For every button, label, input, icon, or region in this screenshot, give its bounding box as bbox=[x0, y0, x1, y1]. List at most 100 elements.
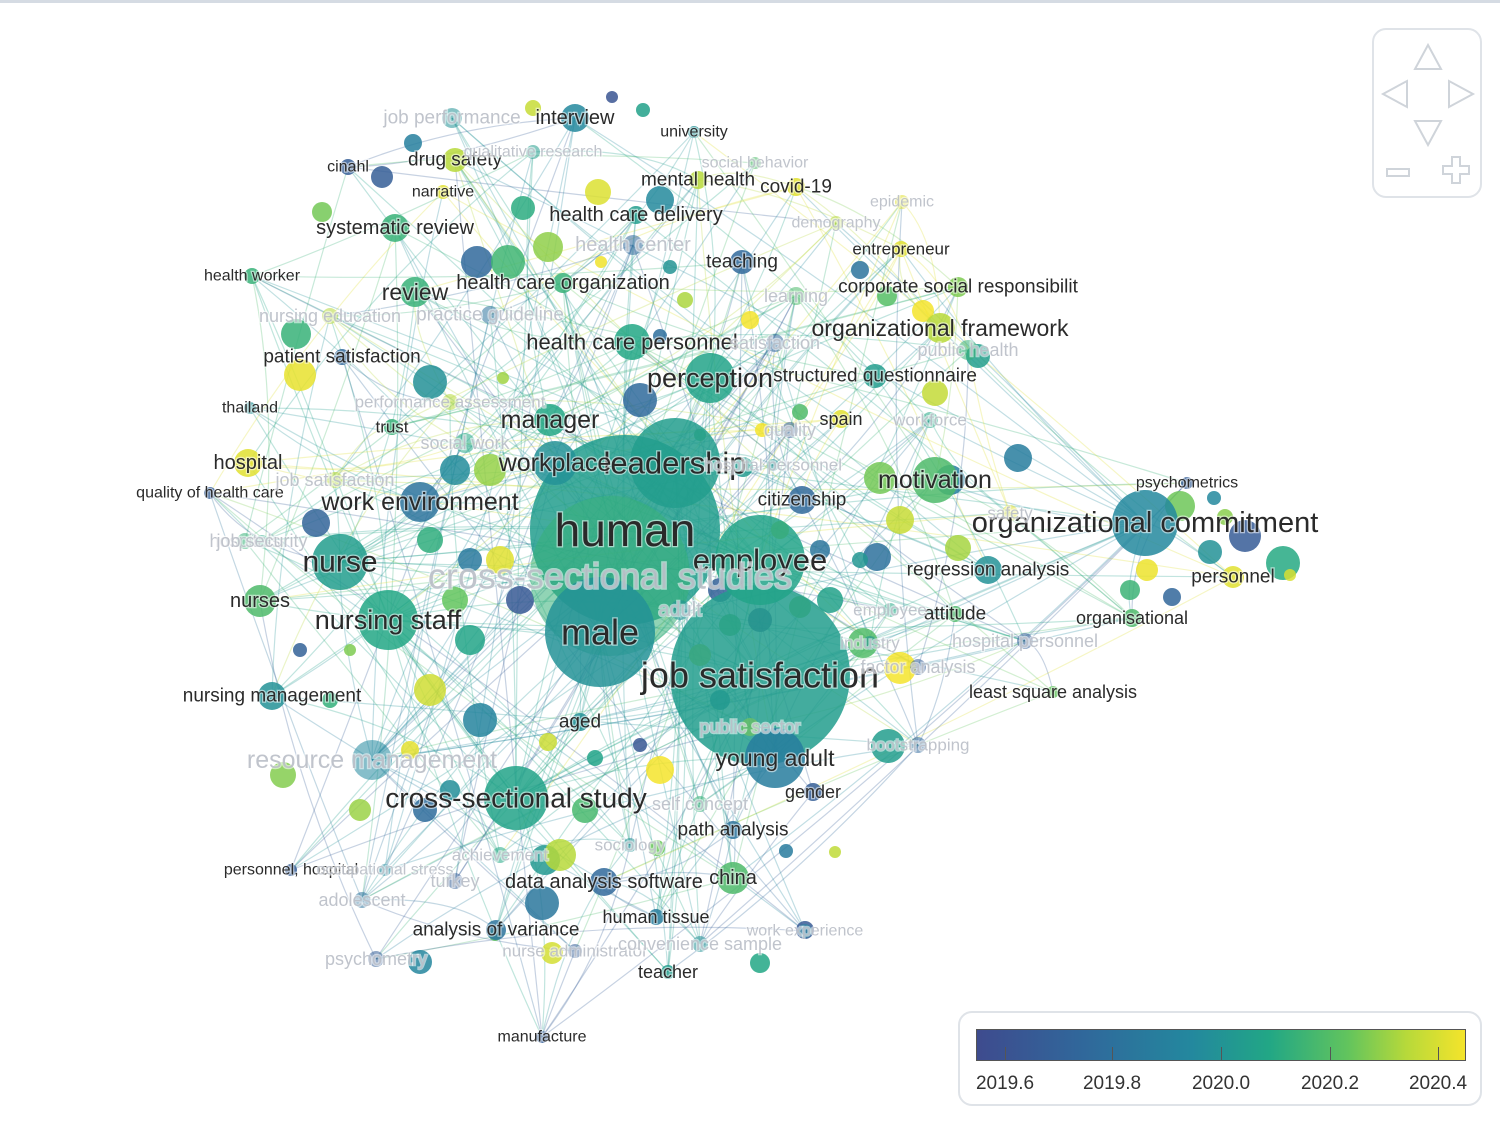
keyword-node[interactable] bbox=[571, 713, 589, 731]
keyword-node[interactable] bbox=[525, 886, 559, 920]
keyword-node[interactable] bbox=[400, 482, 440, 522]
keyword-node[interactable] bbox=[327, 472, 343, 488]
keyword-node[interactable] bbox=[646, 186, 674, 214]
keyword-label[interactable]: industry bbox=[839, 632, 902, 654]
keyword-label[interactable]: regression analysis bbox=[905, 558, 1070, 582]
keyword-node[interactable] bbox=[511, 196, 535, 220]
keyword-label[interactable]: covid-19 bbox=[759, 175, 833, 199]
keyword-node[interactable] bbox=[1207, 491, 1221, 505]
keyword-label[interactable]: performance assessment bbox=[353, 391, 547, 413]
keyword-node[interactable] bbox=[630, 418, 720, 508]
keyword-node[interactable] bbox=[368, 951, 384, 967]
keyword-label[interactable]: attitude bbox=[923, 602, 988, 626]
keyword-node[interactable] bbox=[526, 145, 540, 159]
keyword-node[interactable] bbox=[1017, 633, 1033, 649]
keyword-node[interactable] bbox=[947, 606, 963, 622]
keyword-node[interactable] bbox=[244, 402, 256, 414]
keyword-node[interactable] bbox=[536, 1031, 548, 1043]
keyword-label[interactable]: nursing management bbox=[182, 684, 364, 708]
keyword-node[interactable] bbox=[587, 750, 603, 766]
keyword-node[interactable] bbox=[863, 543, 891, 571]
keyword-node[interactable] bbox=[284, 359, 316, 391]
keyword-node[interactable] bbox=[585, 179, 611, 205]
keyword-label[interactable]: qualitative research bbox=[462, 142, 603, 162]
keyword-node[interactable] bbox=[633, 738, 647, 752]
keyword-node[interactable] bbox=[234, 449, 262, 477]
keyword-node[interactable] bbox=[440, 455, 470, 485]
keyword-node[interactable] bbox=[525, 100, 541, 116]
keyword-label[interactable]: structured questionnaire bbox=[772, 364, 978, 388]
keyword-node[interactable] bbox=[688, 126, 700, 138]
arrow-right-icon[interactable] bbox=[1446, 78, 1476, 110]
keyword-node[interactable] bbox=[344, 644, 356, 656]
keyword-node[interactable] bbox=[788, 486, 816, 514]
keyword-label[interactable]: male bbox=[560, 610, 641, 654]
keyword-node[interactable] bbox=[1222, 566, 1244, 588]
keyword-node[interactable] bbox=[877, 286, 897, 306]
keyword-node[interactable] bbox=[414, 674, 446, 706]
keyword-node[interactable] bbox=[958, 340, 978, 360]
keyword-label[interactable]: learning bbox=[763, 285, 830, 308]
keyword-label[interactable]: leadership bbox=[602, 444, 748, 482]
keyword-label[interactable]: patient satisfaction bbox=[262, 345, 422, 369]
keyword-label[interactable]: thailand bbox=[221, 398, 280, 418]
keyword-label[interactable]: work experience bbox=[745, 921, 865, 941]
keyword-label[interactable]: university bbox=[659, 122, 729, 142]
keyword-node[interactable] bbox=[871, 729, 905, 763]
keyword-label[interactable]: health care delivery bbox=[548, 203, 724, 228]
keyword-label[interactable]: health care organization bbox=[455, 271, 671, 296]
keyword-node[interactable] bbox=[1120, 580, 1140, 600]
keyword-node[interactable] bbox=[663, 260, 677, 274]
keyword-node[interactable] bbox=[670, 585, 850, 765]
keyword-node[interactable] bbox=[829, 846, 841, 858]
keyword-node[interactable] bbox=[724, 821, 742, 839]
keyword-label[interactable]: factor analysis bbox=[859, 656, 977, 679]
keyword-node[interactable] bbox=[204, 487, 216, 499]
keyword-node[interactable] bbox=[766, 334, 784, 352]
keyword-node[interactable] bbox=[413, 798, 437, 822]
keyword-node[interactable] bbox=[455, 625, 485, 655]
keyword-node[interactable] bbox=[895, 195, 909, 209]
keyword-label[interactable]: drug safety bbox=[407, 148, 504, 172]
keyword-label[interactable]: hospitals bbox=[208, 530, 282, 553]
keyword-node[interactable] bbox=[692, 796, 708, 812]
keyword-label[interactable]: organizational framework bbox=[810, 314, 1070, 343]
keyword-node[interactable] bbox=[352, 740, 392, 780]
keyword-node[interactable] bbox=[1163, 588, 1181, 606]
keyword-node[interactable] bbox=[474, 454, 506, 486]
keyword-node[interactable] bbox=[792, 404, 808, 420]
keyword-node[interactable] bbox=[400, 277, 430, 307]
keyword-node[interactable] bbox=[340, 159, 356, 175]
keyword-node[interactable] bbox=[443, 148, 467, 172]
keyword-node[interactable] bbox=[1229, 520, 1261, 552]
keyword-label[interactable]: psychometrics bbox=[1135, 473, 1240, 493]
keyword-node[interactable] bbox=[715, 515, 805, 605]
keyword-node[interactable] bbox=[730, 250, 754, 274]
keyword-node[interactable] bbox=[492, 847, 508, 863]
keyword-label[interactable]: adolescent bbox=[317, 889, 407, 912]
keyword-label[interactable]: sociology bbox=[593, 834, 667, 856]
keyword-node[interactable] bbox=[384, 419, 400, 435]
keyword-node[interactable] bbox=[497, 372, 509, 384]
zoom-out-icon[interactable] bbox=[1384, 162, 1412, 182]
keyword-node[interactable] bbox=[539, 733, 557, 751]
keyword-node[interactable] bbox=[689, 171, 707, 189]
keyword-node[interactable] bbox=[782, 422, 798, 438]
keyword-node[interactable] bbox=[486, 920, 506, 940]
keyword-node[interactable] bbox=[948, 277, 968, 297]
keyword-label[interactable]: corporate social responsibilit bbox=[837, 275, 1080, 299]
keyword-node[interactable] bbox=[417, 527, 443, 553]
keyword-node[interactable] bbox=[798, 924, 812, 938]
keyword-node[interactable] bbox=[534, 404, 566, 436]
keyword-node[interactable] bbox=[832, 410, 850, 428]
keyword-label[interactable]: satisfaction bbox=[729, 332, 822, 355]
keyword-node[interactable] bbox=[553, 273, 573, 293]
keyword-node[interactable] bbox=[884, 652, 916, 684]
keyword-node[interactable] bbox=[804, 783, 822, 801]
keyword-label[interactable]: systematic review bbox=[315, 216, 476, 241]
keyword-node[interactable] bbox=[1047, 686, 1059, 698]
keyword-node[interactable] bbox=[312, 534, 368, 590]
keyword-label[interactable]: perception bbox=[646, 362, 775, 395]
keyword-node[interactable] bbox=[851, 261, 869, 279]
keyword-node[interactable] bbox=[623, 235, 643, 255]
